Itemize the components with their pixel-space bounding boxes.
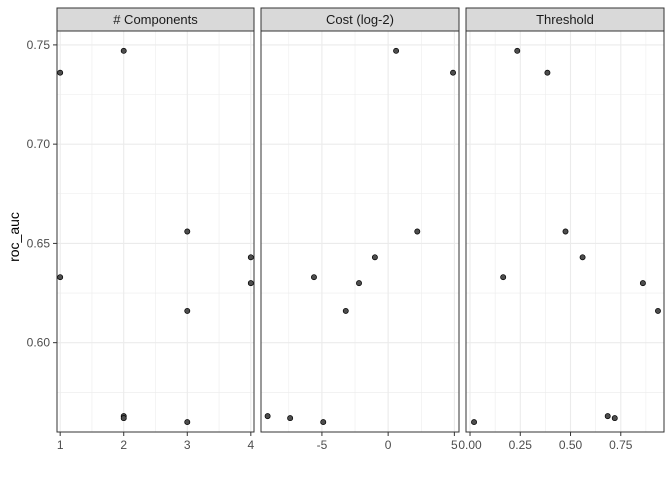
x-tick-label: 0.50 (559, 438, 583, 452)
y-tick-label: 0.70 (27, 137, 51, 151)
data-point-threshold-0 (471, 419, 477, 426)
data-point-components-4 (120, 415, 127, 422)
data-point-cost-0 (264, 413, 271, 420)
data-point-cost-9 (450, 69, 456, 76)
data-point-cost-5 (356, 280, 362, 287)
facet-threshold: Threshold 0.00 0.25 0.50 0.75 (458, 7, 665, 452)
x-tick-label: 1 (57, 438, 64, 452)
data-point-threshold-7 (611, 415, 618, 422)
y-tick-label: 0.60 (27, 336, 51, 350)
data-point-threshold-8 (639, 280, 646, 287)
x-tick-label: 0 (385, 438, 392, 452)
facet-cost: Cost (log-2) -5 0 5 (260, 7, 460, 452)
data-point-cost-3 (320, 419, 327, 426)
data-point-components-2 (120, 47, 127, 54)
data-point-components-8 (247, 254, 254, 261)
data-point-cost-1 (287, 415, 294, 422)
data-point-threshold-3 (544, 69, 551, 76)
x-tick-label: 3 (184, 438, 191, 452)
x-tick-label: 4 (247, 438, 254, 452)
data-point-components-1 (57, 274, 64, 281)
data-point-components-7 (184, 419, 191, 426)
y-axis: 0.60 0.65 0.70 0.75 (27, 38, 57, 350)
facet-title: Cost (log-2) (326, 12, 394, 27)
data-point-threshold-2 (514, 47, 521, 54)
facet-strip (260, 7, 460, 32)
y-axis-title: roc_auc (6, 212, 22, 262)
data-point-threshold-6 (604, 413, 611, 420)
x-tick-label: 2 (120, 438, 127, 452)
data-point-cost-7 (414, 228, 421, 235)
x-tick-label: 0.25 (509, 438, 533, 452)
x-tick-label: 0.75 (609, 438, 633, 452)
data-point-cost-2 (311, 274, 317, 281)
data-point-components-6 (184, 307, 191, 314)
facet-title: Threshold (536, 12, 594, 27)
x-tick-label: 5 (451, 438, 458, 452)
data-point-components-9 (247, 280, 254, 287)
facet-title: # Components (113, 12, 198, 27)
y-tick-label: 0.65 (27, 236, 51, 250)
data-point-threshold-4 (562, 228, 569, 235)
data-point-threshold-1 (500, 274, 507, 281)
x-tick-label: -5 (317, 438, 328, 452)
data-point-cost-6 (371, 254, 378, 261)
data-point-threshold-5 (579, 254, 586, 261)
data-point-components-5 (184, 228, 191, 235)
data-point-cost-4 (342, 307, 349, 314)
facet-strip (465, 7, 665, 32)
data-point-threshold-9 (655, 307, 661, 314)
facet-components: # Components 1 2 3 4 (56, 7, 255, 452)
data-point-components-0 (57, 69, 64, 76)
y-tick-label: 0.75 (27, 38, 51, 52)
facet-strip (56, 7, 255, 32)
data-point-cost-8 (393, 47, 400, 54)
panel-background (261, 31, 459, 432)
x-tick-label: 0.00 (458, 438, 482, 452)
